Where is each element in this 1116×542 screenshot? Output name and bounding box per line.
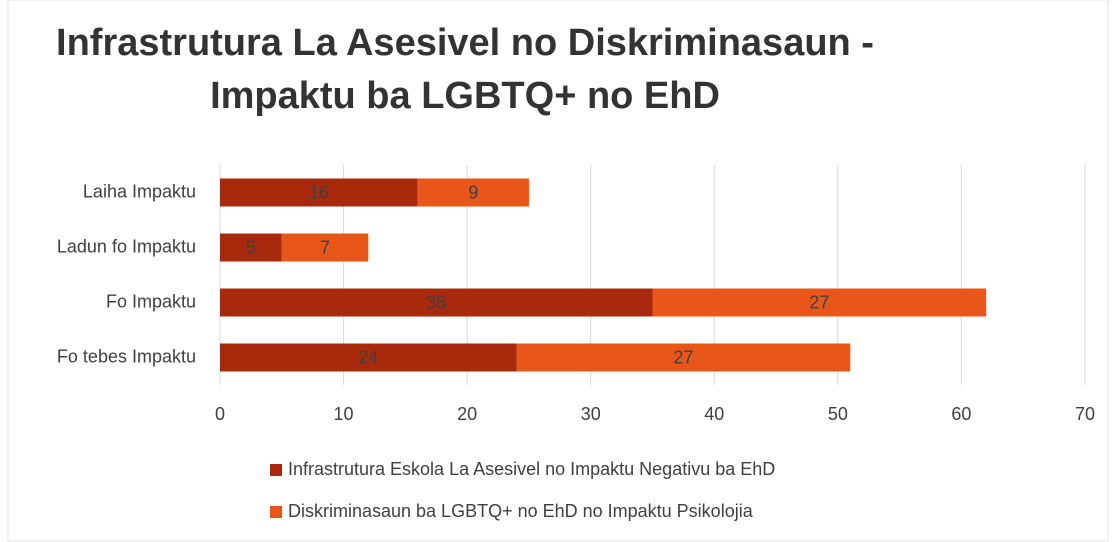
data-label: 35	[426, 292, 446, 312]
bar-segment	[652, 288, 987, 317]
chart-border	[7, 0, 1109, 542]
x-tick-label: 40	[704, 404, 724, 424]
data-label: 16	[309, 182, 329, 202]
y-tick-label: Fo tebes Impaktu	[57, 346, 196, 366]
x-tick-label: 60	[951, 404, 971, 424]
data-label: 27	[809, 292, 829, 312]
x-tick-label: 70	[1075, 404, 1095, 424]
data-label: 24	[358, 347, 378, 367]
bar-segment	[220, 233, 282, 262]
bar-segment	[220, 343, 517, 372]
bar-segment	[220, 288, 653, 317]
x-tick-label: 20	[457, 404, 477, 424]
chart-title: Infrastrutura La Asesivel no Diskriminas…	[56, 22, 874, 64]
bar-segment	[220, 178, 418, 207]
data-label: 27	[673, 347, 693, 367]
data-label: 9	[468, 182, 478, 202]
data-label: 5	[246, 237, 256, 257]
y-tick-label: Fo Impaktu	[106, 291, 196, 311]
chart-title: Impaktu ba LGBTQ+ no EhD	[210, 75, 720, 117]
x-tick-label: 10	[334, 404, 354, 424]
legend-label: Diskriminasaun ba LGBTQ+ no EhD no Impak…	[288, 501, 754, 521]
data-label: 7	[320, 237, 330, 257]
legend-label: Infrastrutura Eskola La Asesivel no Impa…	[288, 459, 775, 479]
y-tick-label: Ladun fo Impaktu	[57, 236, 196, 256]
legend-swatch	[270, 506, 282, 518]
x-tick-label: 50	[828, 404, 848, 424]
x-tick-label: 0	[215, 404, 225, 424]
bar-segment	[516, 343, 851, 372]
bar-segment	[417, 178, 529, 207]
y-tick-label: Laiha Impaktu	[83, 181, 196, 201]
bar-segment	[281, 233, 369, 262]
x-tick-label: 30	[581, 404, 601, 424]
legend-swatch	[270, 464, 282, 476]
